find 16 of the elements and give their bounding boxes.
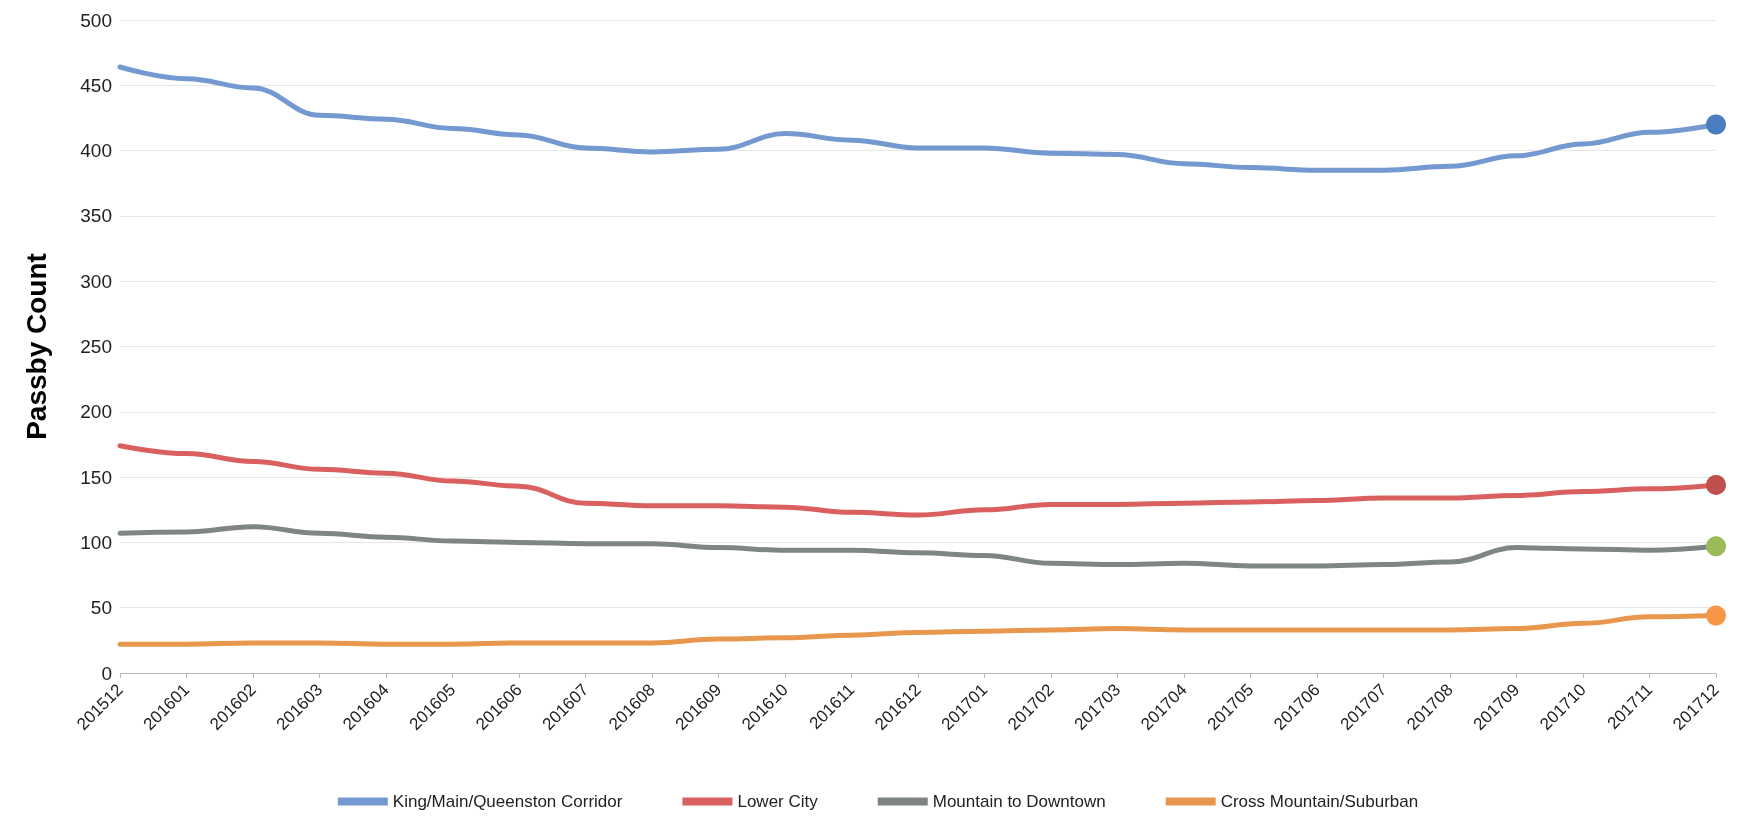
y-tick-label: 100	[80, 531, 112, 553]
y-tick-label: 0	[101, 662, 112, 684]
y-axis-title: Passby Count	[20, 253, 52, 440]
legend-label: Cross Mountain/Suburban	[1220, 792, 1419, 811]
y-tick-label: 500	[80, 9, 112, 31]
y-tick-label: 50	[90, 597, 112, 619]
y-tick-label: 400	[80, 140, 112, 162]
y-tick-label: 150	[80, 466, 112, 488]
y-tick-label: 200	[80, 401, 112, 423]
legend-label: Mountain to Downtown	[932, 792, 1106, 811]
legend-label: Lower City	[737, 792, 819, 811]
y-tick-label: 300	[80, 270, 112, 292]
legend-label: King/Main/Queenston Corridor	[392, 792, 623, 811]
y-tick-label: 450	[80, 74, 112, 96]
y-tick-label: 350	[80, 205, 112, 227]
y-tick-label: 250	[80, 336, 112, 357]
